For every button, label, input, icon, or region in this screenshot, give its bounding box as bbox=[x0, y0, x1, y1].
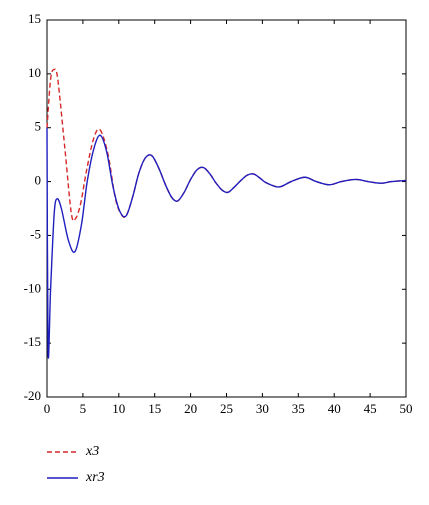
series-line bbox=[46, 68, 407, 222]
y-tick-label: -10 bbox=[24, 280, 41, 295]
x-tick-label: 10 bbox=[112, 401, 125, 416]
x-tick-label: 0 bbox=[44, 401, 51, 416]
y-tick-label: -20 bbox=[24, 388, 41, 403]
x-tick-label: 30 bbox=[256, 401, 269, 416]
y-tick-label: -5 bbox=[30, 226, 41, 241]
x-tick-label: 20 bbox=[184, 401, 197, 416]
x-tick-label: 50 bbox=[400, 401, 413, 416]
legend-label: xr3 bbox=[85, 470, 105, 485]
x-tick-label: 40 bbox=[328, 401, 341, 416]
x-tick-label: 25 bbox=[220, 401, 233, 416]
y-tick-label: 0 bbox=[35, 173, 42, 188]
y-tick-label: 15 bbox=[28, 11, 41, 26]
x-tick-label: 5 bbox=[80, 401, 87, 416]
x-tick-label: 35 bbox=[292, 401, 305, 416]
y-tick-label: 5 bbox=[35, 119, 42, 134]
x-tick-label: 15 bbox=[148, 401, 161, 416]
y-tick-label: -15 bbox=[24, 334, 41, 349]
legend-label: x3 bbox=[85, 444, 99, 459]
y-tick-label: 10 bbox=[28, 65, 41, 80]
series-line bbox=[46, 127, 407, 359]
x-tick-label: 45 bbox=[364, 401, 377, 416]
axes-frame bbox=[46, 19, 407, 398]
